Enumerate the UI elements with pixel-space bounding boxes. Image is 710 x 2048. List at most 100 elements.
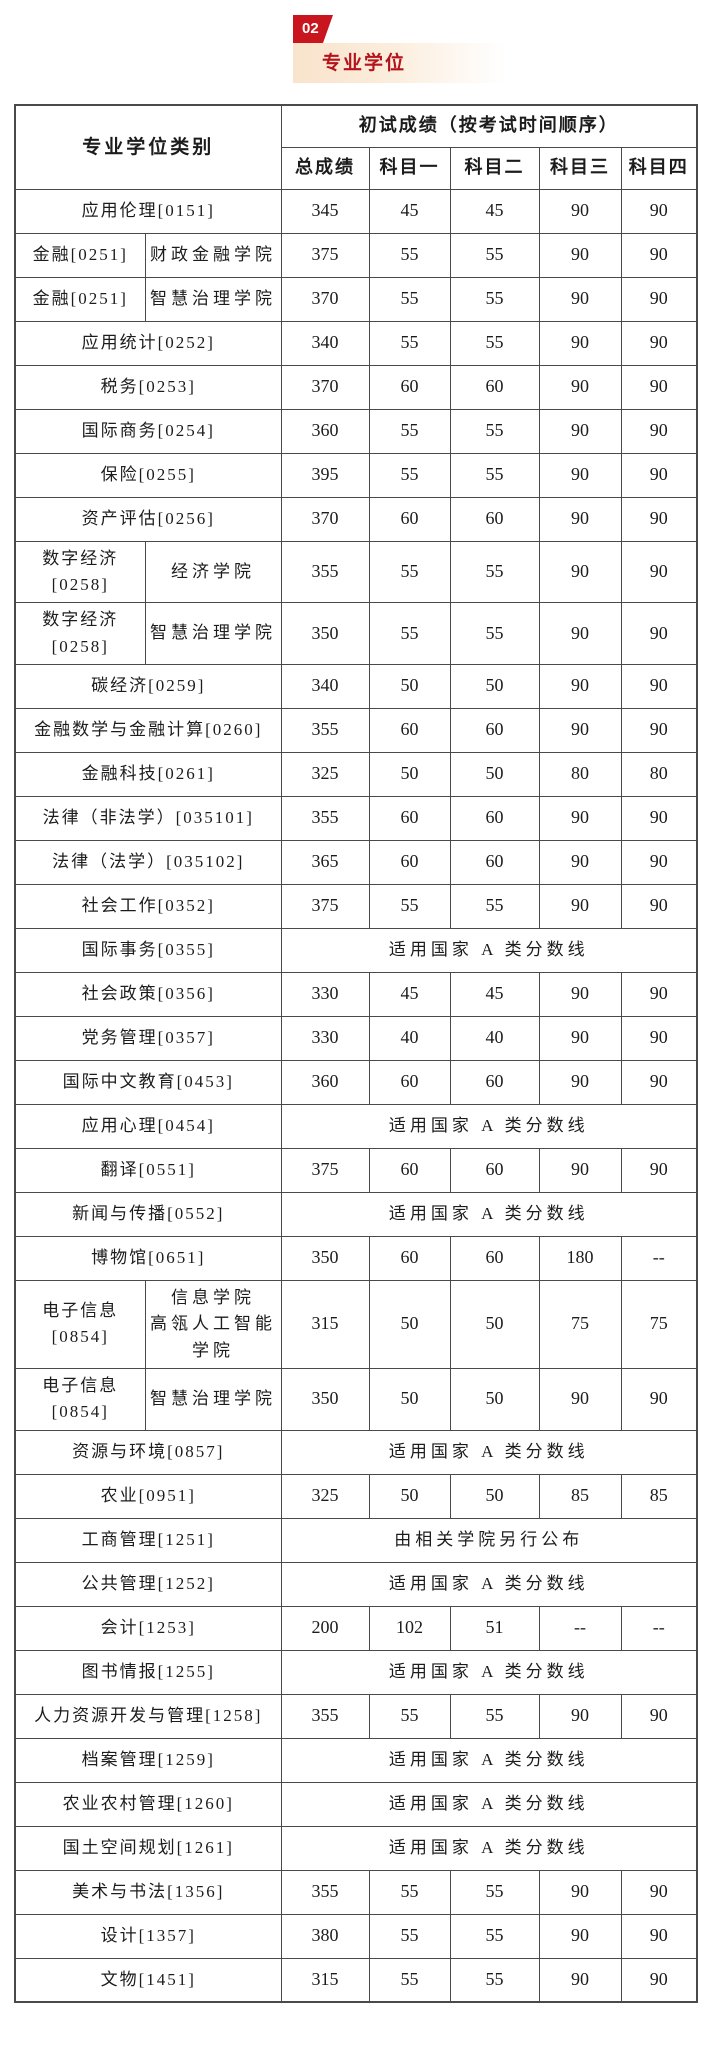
score-cell: 85 xyxy=(538,1473,622,1519)
score-cell: 55 xyxy=(368,276,451,322)
score-cell: 90 xyxy=(620,276,698,322)
score-cell: 60 xyxy=(368,364,451,410)
category-cell: 公共管理[1252] xyxy=(14,1561,282,1607)
score-cell: 55 xyxy=(449,320,540,366)
table-row: 人力资源开发与管理[1258] 355 55 55 90 90 xyxy=(14,1693,698,1739)
table-row: 金融[0251] 财政金融学院 375 55 55 90 90 xyxy=(14,232,698,278)
score-cell: 55 xyxy=(449,883,540,929)
score-cell: 90 xyxy=(538,320,622,366)
score-cell: 90 xyxy=(538,188,622,234)
score-cell: 355 xyxy=(280,795,370,841)
note-cell: 适用国家 A 类分数线 xyxy=(280,927,698,973)
note-cell: 适用国家 A 类分数线 xyxy=(280,1191,698,1237)
score-cell: 75 xyxy=(538,1279,622,1369)
category-cell: 碳经济[0259] xyxy=(14,663,282,709)
score-cell: 90 xyxy=(620,188,698,234)
score-cell: 50 xyxy=(368,751,451,797)
category-cell: 金融[0251] xyxy=(14,276,146,322)
score-cell: 50 xyxy=(449,1279,540,1369)
score-cell: 80 xyxy=(620,751,698,797)
table-row: 电子信息 [0854] 智慧治理学院 350 50 50 90 90 xyxy=(14,1367,698,1431)
category-cell: 社会政策[0356] xyxy=(14,971,282,1017)
score-column-header: 总成绩 xyxy=(280,146,370,190)
score-cell: 60 xyxy=(368,707,451,753)
table-row: 保险[0255] 395 55 55 90 90 xyxy=(14,452,698,498)
score-cell: 90 xyxy=(538,1913,622,1959)
table-row: 国际中文教育[0453] 360 60 60 90 90 xyxy=(14,1059,698,1105)
score-cell: 60 xyxy=(449,1235,540,1281)
category-cell: 新闻与传播[0552] xyxy=(14,1191,282,1237)
score-cell: 90 xyxy=(620,408,698,454)
score-cell: 90 xyxy=(620,1913,698,1959)
score-cell: 60 xyxy=(449,707,540,753)
score-cell: 325 xyxy=(280,1473,370,1519)
score-cell: 60 xyxy=(368,496,451,542)
category-cell: 博物馆[0651] xyxy=(14,1235,282,1281)
category-cell: 电子信息 [0854] xyxy=(14,1279,146,1369)
table-row: 文物[1451] 315 55 55 90 90 xyxy=(14,1957,698,2003)
score-cell: 60 xyxy=(449,795,540,841)
score-cell: 90 xyxy=(538,1015,622,1061)
table-row: 应用统计[0252] 340 55 55 90 90 xyxy=(14,320,698,366)
score-cell: 330 xyxy=(280,971,370,1017)
score-cell: 85 xyxy=(620,1473,698,1519)
score-cell: 340 xyxy=(280,663,370,709)
table-row: 设计[1357] 380 55 55 90 90 xyxy=(14,1913,698,1959)
score-cell: 55 xyxy=(368,540,451,604)
score-cell: 60 xyxy=(368,1147,451,1193)
category-cell: 法律（法学）[035102] xyxy=(14,839,282,885)
score-cell: 90 xyxy=(538,496,622,542)
score-cell: 350 xyxy=(280,1235,370,1281)
category-cell: 应用统计[0252] xyxy=(14,320,282,366)
score-cell: 55 xyxy=(449,1693,540,1739)
college-cell: 智慧治理学院 xyxy=(144,602,282,665)
score-cell: 375 xyxy=(280,232,370,278)
score-cell: 60 xyxy=(449,496,540,542)
score-cell: 55 xyxy=(449,1869,540,1915)
score-cell: 55 xyxy=(449,276,540,322)
table-row: 法律（法学）[035102] 365 60 60 90 90 xyxy=(14,839,698,885)
score-cell: 90 xyxy=(620,232,698,278)
score-cell: 55 xyxy=(368,883,451,929)
score-cell: 45 xyxy=(449,971,540,1017)
table-row: 电子信息 [0854] 信息学院 高瓴人工智能学院 315 50 50 75 75 xyxy=(14,1279,698,1369)
score-cell: 90 xyxy=(538,540,622,604)
section-number-badge: 02 xyxy=(293,15,333,43)
table-row: 数字经济 [0258] 经济学院 355 55 55 90 90 xyxy=(14,540,698,604)
category-cell: 数字经济 [0258] xyxy=(14,602,146,665)
table-row: 党务管理[0357] 330 40 40 90 90 xyxy=(14,1015,698,1061)
score-cell: 355 xyxy=(280,1869,370,1915)
score-column-header: 科目三 xyxy=(538,146,622,190)
table-row: 农业[0951] 325 50 50 85 85 xyxy=(14,1473,698,1519)
score-cell: 55 xyxy=(368,602,451,665)
table-row: 美术与书法[1356] 355 55 55 90 90 xyxy=(14,1869,698,1915)
category-cell: 社会工作[0352] xyxy=(14,883,282,929)
note-cell: 由相关学院另行公布 xyxy=(280,1517,698,1563)
table-row: 农业农村管理[1260] 适用国家 A 类分数线 xyxy=(14,1781,698,1827)
score-cell: 50 xyxy=(368,1279,451,1369)
score-cell: 90 xyxy=(620,540,698,604)
category-cell: 金融科技[0261] xyxy=(14,751,282,797)
category-cell: 农业农村管理[1260] xyxy=(14,1781,282,1827)
score-cell: 102 xyxy=(368,1605,451,1651)
score-cell: -- xyxy=(538,1605,622,1651)
college-cell: 智慧治理学院 xyxy=(144,1367,282,1431)
category-cell: 农业[0951] xyxy=(14,1473,282,1519)
score-cell: 55 xyxy=(368,452,451,498)
score-cell: 55 xyxy=(368,408,451,454)
score-cell: 90 xyxy=(538,1869,622,1915)
score-cell: 50 xyxy=(368,1367,451,1431)
note-cell: 适用国家 A 类分数线 xyxy=(280,1429,698,1475)
score-cell: 55 xyxy=(449,602,540,665)
section-title: 专业学位 xyxy=(322,53,407,74)
score-cell: 395 xyxy=(280,452,370,498)
score-cell: 55 xyxy=(368,232,451,278)
score-cell: 355 xyxy=(280,540,370,604)
note-cell: 适用国家 A 类分数线 xyxy=(280,1737,698,1783)
score-cell: 75 xyxy=(620,1279,698,1369)
score-cell: 315 xyxy=(280,1957,370,2003)
table-row: 社会政策[0356] 330 45 45 90 90 xyxy=(14,971,698,1017)
score-cell: 50 xyxy=(449,1367,540,1431)
score-cell: 40 xyxy=(368,1015,451,1061)
score-cell: 60 xyxy=(368,1235,451,1281)
